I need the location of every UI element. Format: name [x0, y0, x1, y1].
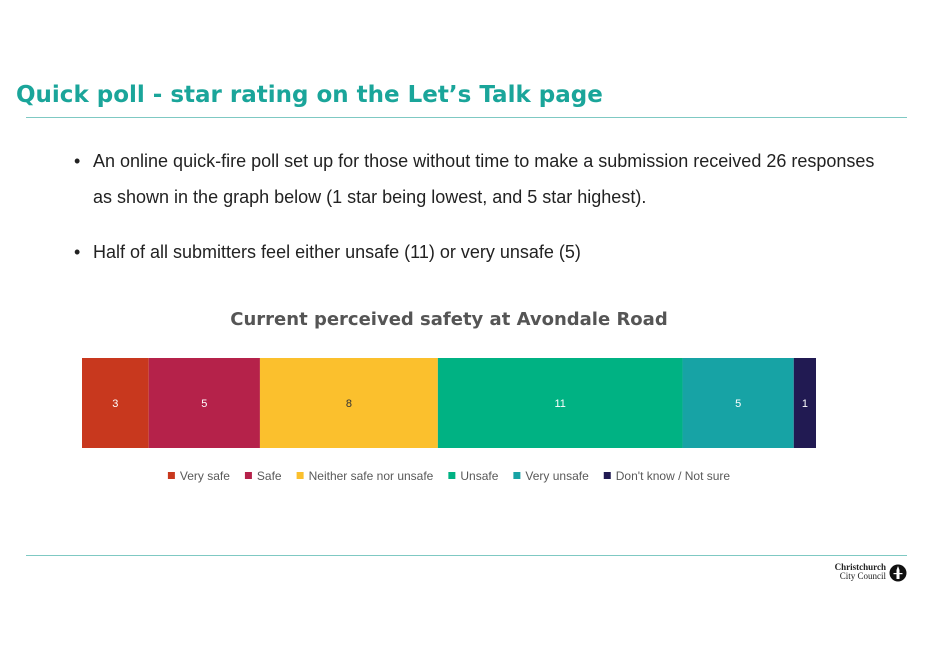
legend-label: Neither safe nor unsafe: [309, 469, 434, 483]
title-divider: [26, 117, 907, 118]
bullet-item: • Half of all submitters feel either uns…: [74, 234, 894, 270]
legend-swatch: [513, 472, 521, 479]
footer-divider: [26, 555, 907, 556]
bar-segment: [148, 358, 260, 448]
bar-segment: [82, 358, 149, 448]
legend-label: Very safe: [180, 469, 230, 483]
legend-swatch: [448, 472, 456, 479]
legend-swatch: [244, 472, 252, 479]
cathedral-icon: [889, 564, 907, 582]
bullet-item: • An online quick-fire poll set up for t…: [74, 143, 894, 215]
bar-segment: [682, 358, 794, 448]
bullet-text: Half of all submitters feel either unsaf…: [93, 242, 581, 262]
bar-segment: [259, 358, 438, 448]
bullet-dot: •: [74, 242, 81, 262]
legend-swatch: [167, 472, 175, 479]
slide-title: Quick poll - star rating on the Let’s Ta…: [16, 82, 603, 108]
legend-label: Unsafe: [460, 469, 498, 483]
legend-label: Don't know / Not sure: [616, 469, 731, 483]
legend-label: Very unsafe: [525, 469, 589, 483]
bar-segment: [437, 358, 683, 448]
bullet-dot: •: [74, 151, 81, 171]
logo-line-2: City Council: [839, 571, 886, 581]
legend-label: Safe: [257, 469, 282, 483]
bullet-text: An online quick-fire poll set up for tho…: [93, 151, 875, 207]
data-label: 11: [555, 398, 566, 410]
logo-line-1: Christchurch: [834, 562, 886, 572]
data-label: 5: [201, 398, 207, 410]
council-logo: Christchurch City Council: [830, 563, 910, 583]
data-label: 8: [346, 398, 352, 410]
data-label: 1: [802, 398, 808, 410]
legend-swatch: [296, 472, 304, 479]
data-label: 5: [735, 398, 741, 410]
logo-wordmark: Christchurch City Council: [830, 563, 886, 581]
chart-title: Current perceived safety at Avondale Roa…: [230, 309, 668, 330]
data-label: 3: [112, 398, 118, 410]
bar-segment: [793, 358, 816, 448]
bullet-list: • An online quick-fire poll set up for t…: [74, 143, 894, 270]
legend-swatch: [603, 472, 611, 479]
